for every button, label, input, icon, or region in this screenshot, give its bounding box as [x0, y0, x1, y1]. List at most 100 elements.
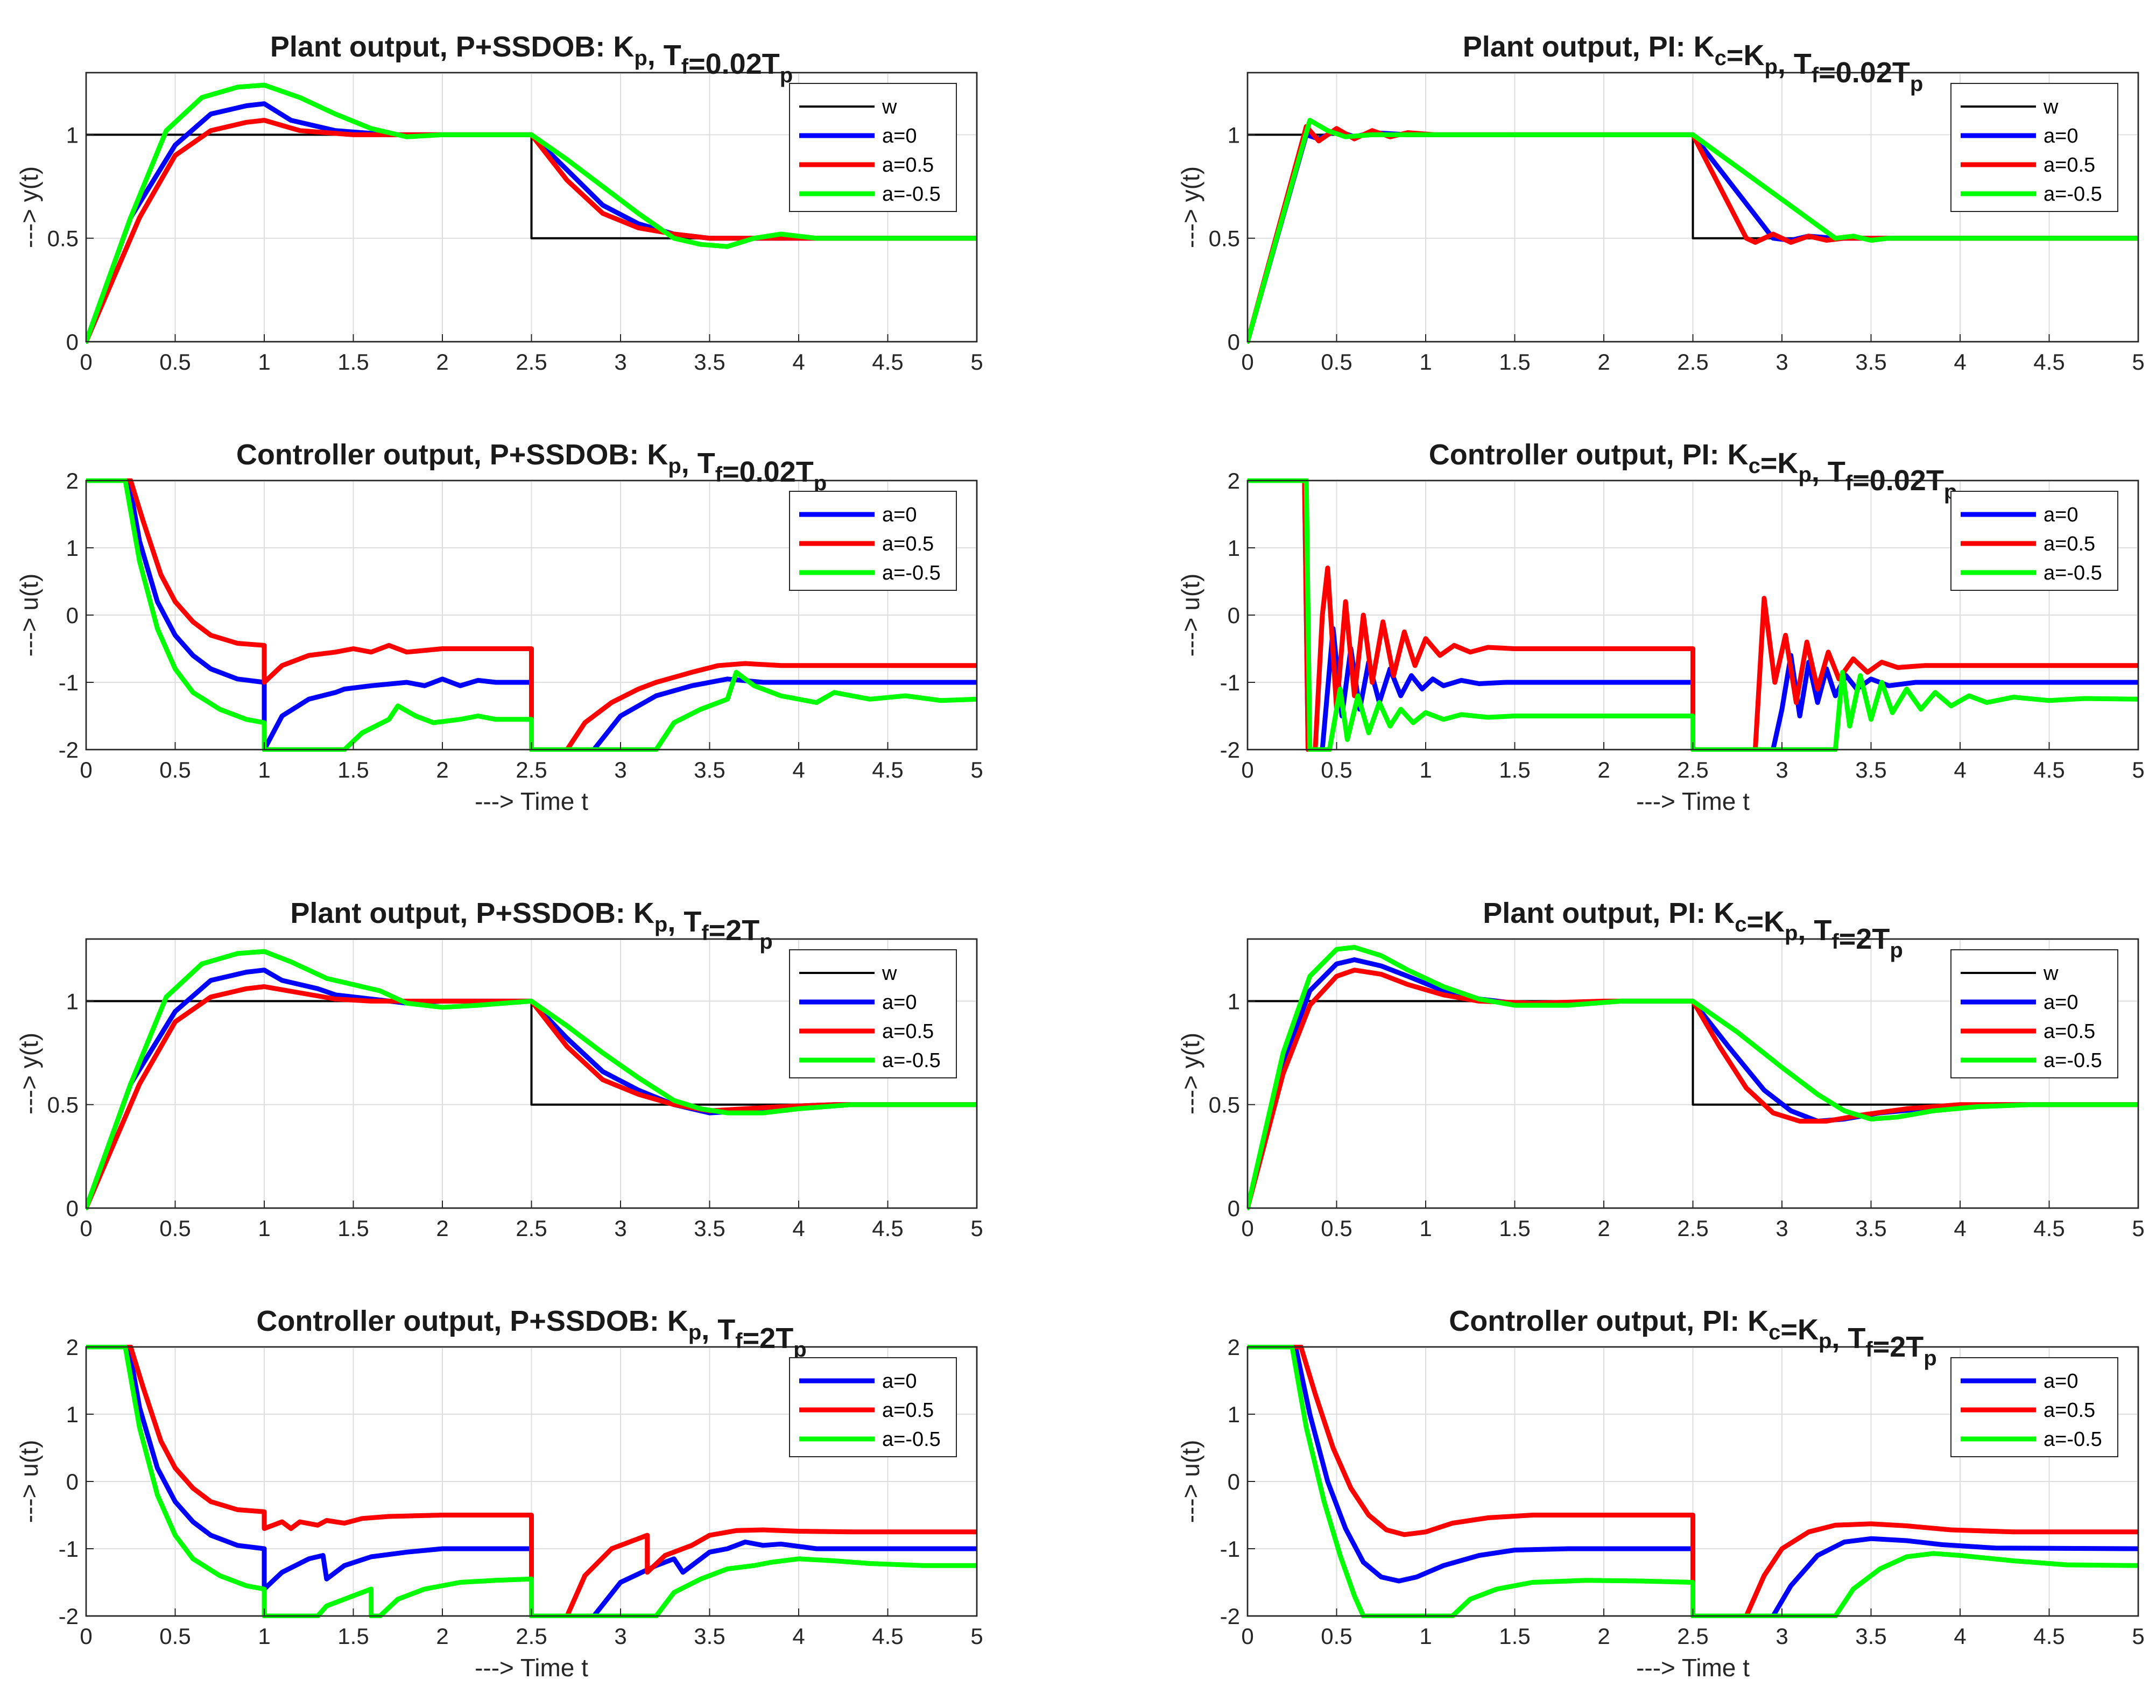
series-line-a-0-5 — [1248, 944, 2138, 1210]
x-tick-label: 2 — [436, 757, 448, 782]
chart-title: Plant output, PI: Kc=Kp, Tf=0.02Tp — [1463, 31, 1924, 96]
y-tick-label: 1 — [1228, 1402, 1240, 1427]
series-line-a-0-5 — [1248, 118, 2138, 344]
x-tick-label: 2 — [1597, 1216, 1610, 1241]
y-tick-label: 0 — [66, 1196, 79, 1221]
series-line-w — [86, 1000, 977, 1106]
legend-label: a=-0.5 — [882, 1428, 941, 1451]
x-tick-label: 0.5 — [159, 349, 191, 375]
y-axis-label: ---> y(t) — [1176, 1033, 1204, 1114]
legend-label: a=-0.5 — [882, 562, 941, 584]
legend-label: a=0.5 — [2044, 154, 2095, 177]
x-tick-label: 3.5 — [1855, 757, 1886, 782]
y-tick-label: 0.5 — [47, 226, 79, 251]
y-tick-label: 1 — [66, 1402, 79, 1427]
x-tick-label: 2.5 — [1677, 757, 1708, 782]
x-tick-label: 4.5 — [872, 1216, 903, 1241]
legend-label: a=0 — [882, 991, 917, 1014]
x-tick-label: 2.5 — [1677, 1216, 1708, 1241]
legend-label: a=-0.5 — [2044, 183, 2102, 206]
series-line-a-0-5 — [86, 478, 977, 752]
legend-label: w — [882, 96, 897, 118]
legend-box — [1950, 949, 2118, 1078]
y-tick-label: 1 — [66, 989, 79, 1014]
chart-panel-5: 0 0.5 1 1.5 2 2.5 3 3.5 4 4.5 5 0 0.5 1 ---> y(t) Plant… — [15, 897, 983, 1241]
x-tick-label: 0 — [1241, 757, 1253, 782]
x-tick-label: 3 — [614, 1624, 626, 1649]
legend: w a=0 a=0.5 a=-0.5 — [1950, 83, 2118, 212]
x-tick-label: 0.5 — [1321, 1216, 1352, 1241]
x-tick-label: 4 — [1954, 757, 1966, 782]
y-tick-label: 2 — [1228, 468, 1240, 493]
x-tick-label: 1.5 — [1499, 1624, 1530, 1649]
y-tick-label: 2 — [66, 1335, 79, 1360]
x-tick-label: 3 — [614, 349, 626, 375]
legend-label: a=0 — [882, 504, 917, 526]
x-tick-label: 5 — [970, 1216, 983, 1241]
x-tick-label: 2.5 — [516, 1624, 547, 1649]
y-axis-label: ---> u(t) — [1176, 1440, 1204, 1523]
y-tick-label: -1 — [59, 1536, 79, 1562]
x-tick-label: 3.5 — [1855, 1624, 1886, 1649]
y-tick-label: 0 — [1228, 1469, 1240, 1494]
x-tick-label: 1 — [258, 1624, 270, 1649]
legend-label: a=0.5 — [882, 1020, 934, 1043]
x-tick-label: 4.5 — [2033, 349, 2065, 375]
x-tick-label: 0 — [80, 757, 92, 782]
x-tick-label: 5 — [2132, 1624, 2144, 1649]
series-line-a-0-5 — [86, 478, 977, 752]
x-tick-label: 1 — [1419, 1216, 1432, 1241]
legend-label: a=-0.5 — [2044, 1049, 2102, 1072]
x-tick-label: 2 — [1597, 349, 1610, 375]
y-tick-label: 0 — [66, 1469, 79, 1494]
x-tick-label: 4.5 — [2033, 757, 2065, 782]
legend-label: a=-0.5 — [882, 1049, 941, 1072]
legend-label: a=0 — [2044, 125, 2078, 147]
legend-label: a=-0.5 — [2044, 562, 2102, 584]
y-axis-label: ---> y(t) — [15, 166, 43, 248]
x-tick-label: 2.5 — [1677, 349, 1708, 375]
y-tick-label: 1 — [66, 535, 79, 561]
x-tick-label: 0 — [80, 349, 92, 375]
x-tick-label: 3 — [1775, 1216, 1788, 1241]
x-tick-label: 1 — [258, 349, 270, 375]
legend-box — [1950, 83, 2118, 212]
x-tick-label: 0.5 — [1321, 349, 1352, 375]
x-tick-label: 4 — [792, 757, 805, 782]
legend-label: w — [2043, 96, 2059, 118]
x-tick-label: 3.5 — [1855, 1216, 1886, 1241]
x-tick-label: 3 — [614, 757, 626, 782]
x-tick-label: 3.5 — [694, 1216, 725, 1241]
x-tick-label: 0.5 — [1321, 757, 1352, 782]
x-tick-label: 4.5 — [872, 1624, 903, 1649]
series-group — [86, 949, 977, 1210]
series-group — [86, 82, 977, 344]
x-tick-label: 1 — [258, 757, 270, 782]
x-axis-label: ---> Time t — [1636, 787, 1750, 815]
x-tick-label: 1.5 — [337, 1216, 369, 1241]
chart-panel-8: 0 0.5 1 1.5 2 2.5 3 3.5 4 4.5 5 -2 -1 0 1 2 ---> u(t) ---… — [1176, 1305, 2145, 1682]
x-tick-label: 4 — [792, 1624, 805, 1649]
legend: w a=0 a=0.5 a=-0.5 — [789, 83, 957, 212]
x-tick-label: 4.5 — [872, 349, 903, 375]
x-tick-label: 1.5 — [1499, 757, 1530, 782]
y-tick-label: -2 — [59, 1604, 79, 1629]
legend-label: a=0.5 — [882, 1399, 934, 1422]
x-tick-label: 0.5 — [159, 1216, 191, 1241]
y-tick-label: -1 — [1220, 1536, 1240, 1562]
y-tick-label: 0.5 — [1209, 226, 1240, 251]
x-tick-label: 1.5 — [1499, 1216, 1530, 1241]
chart-panel-4: 0 0.5 1 1.5 2 2.5 3 3.5 4 4.5 5 -2 -1 0 1 2 ---> u(t) ---… — [1176, 439, 2145, 815]
x-tick-label: 2 — [436, 349, 448, 375]
legend: w a=0 a=0.5 a=-0.5 — [1950, 949, 2118, 1078]
series-group — [1248, 1345, 2138, 1618]
x-tick-label: 5 — [970, 349, 983, 375]
x-tick-label: 3.5 — [694, 1624, 725, 1649]
chart-panel-3: 0 0.5 1 1.5 2 2.5 3 3.5 4 4.5 5 -2 -1 0 1 2 ---> u(t) ---… — [15, 439, 983, 815]
x-tick-label: 1.5 — [1499, 349, 1530, 375]
chart-panel-2: 0 0.5 1 1.5 2 2.5 3 3.5 4 4.5 5 0 0.5 1 ---> y(t) Plant… — [1176, 31, 2145, 375]
y-tick-label: 1 — [1228, 989, 1240, 1014]
legend-label: a=0 — [882, 125, 917, 147]
legend-label: a=0 — [882, 1370, 917, 1393]
x-tick-label: 1.5 — [337, 1624, 369, 1649]
